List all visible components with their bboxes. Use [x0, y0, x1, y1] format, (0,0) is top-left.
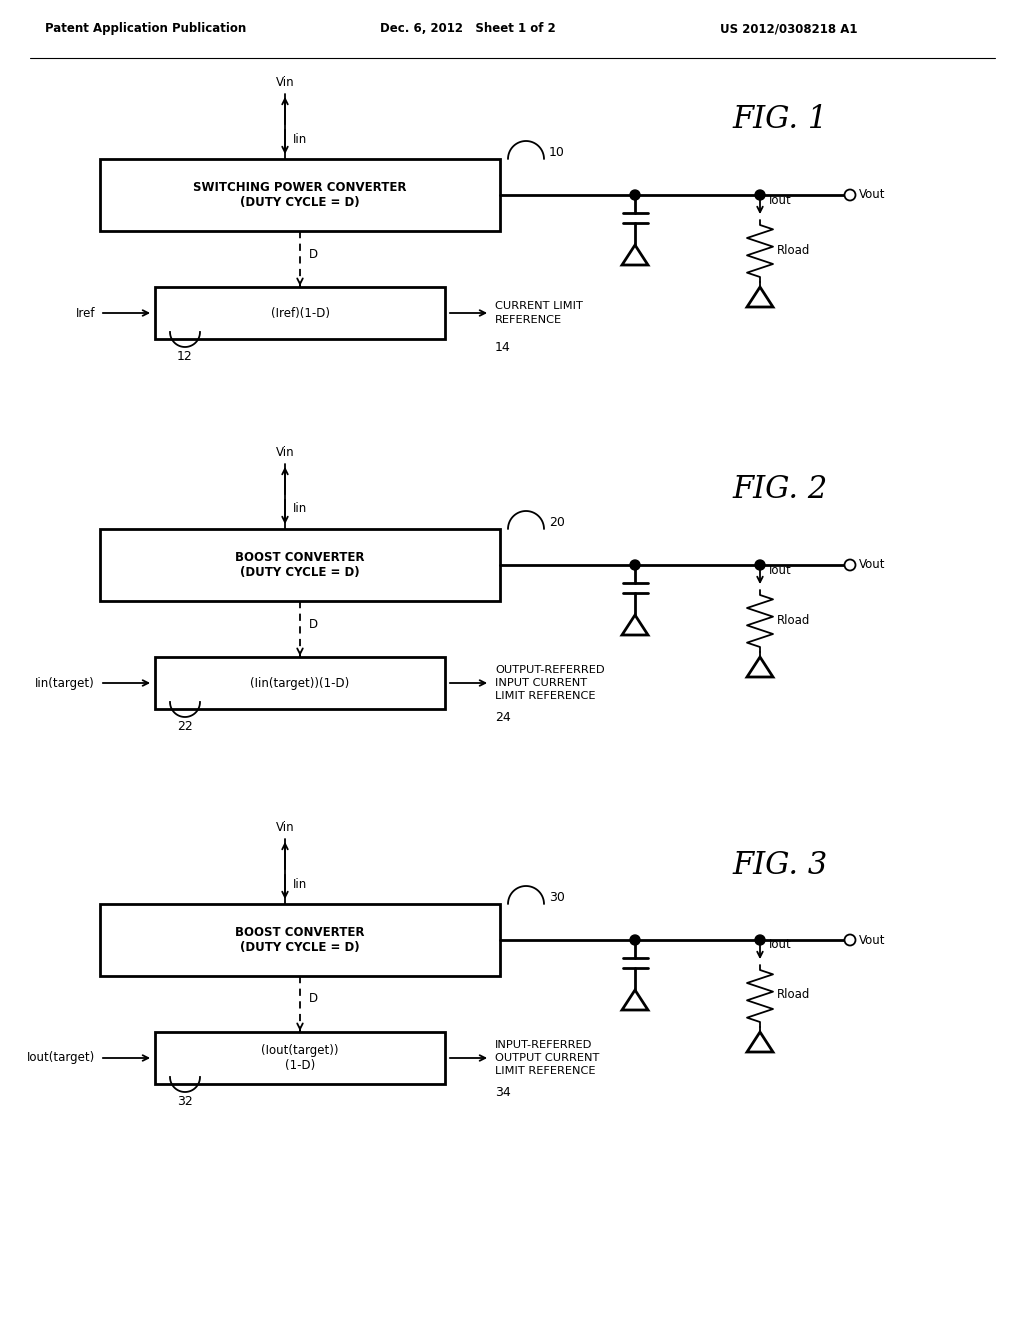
Text: D: D: [309, 618, 318, 631]
Text: Rload: Rload: [777, 989, 810, 1002]
Circle shape: [755, 935, 765, 945]
Text: INPUT-REFERRED
OUTPUT CURRENT
LIMIT REFERENCE: INPUT-REFERRED OUTPUT CURRENT LIMIT REFE…: [495, 1040, 599, 1076]
Polygon shape: [622, 615, 648, 635]
Bar: [100, 158, 500, 231]
Text: Dec. 6, 2012   Sheet 1 of 2: Dec. 6, 2012 Sheet 1 of 2: [380, 22, 556, 36]
Text: 34: 34: [495, 1086, 511, 1100]
Text: BOOST CONVERTER
(DUTY CYCLE = D): BOOST CONVERTER (DUTY CYCLE = D): [236, 550, 365, 579]
Text: (Iout(target))
(1-D): (Iout(target)) (1-D): [261, 1044, 339, 1072]
Circle shape: [755, 560, 765, 570]
Text: (Iin(target))(1-D): (Iin(target))(1-D): [251, 676, 349, 689]
Text: Vin: Vin: [275, 77, 294, 88]
Text: Vout: Vout: [859, 933, 886, 946]
Text: FIG. 1: FIG. 1: [732, 104, 827, 136]
Text: US 2012/0308218 A1: US 2012/0308218 A1: [720, 22, 857, 36]
Text: D: D: [309, 993, 318, 1006]
Polygon shape: [622, 246, 648, 265]
Text: 10: 10: [549, 147, 565, 158]
Text: Iin: Iin: [293, 132, 307, 145]
Text: 22: 22: [177, 719, 193, 733]
Text: Rload: Rload: [777, 243, 810, 256]
Text: 30: 30: [549, 891, 565, 904]
Circle shape: [630, 190, 640, 201]
Text: 14: 14: [495, 341, 511, 354]
Text: OUTPUT-REFERRED
INPUT CURRENT
LIMIT REFERENCE: OUTPUT-REFERRED INPUT CURRENT LIMIT REFE…: [495, 665, 604, 701]
Circle shape: [845, 190, 855, 201]
Text: 12: 12: [177, 350, 193, 363]
Bar: [100, 904, 500, 975]
Text: Rload: Rload: [777, 614, 810, 627]
Text: 20: 20: [549, 516, 565, 529]
Text: Iout: Iout: [769, 939, 792, 952]
Text: 24: 24: [495, 711, 511, 723]
Text: BOOST CONVERTER
(DUTY CYCLE = D): BOOST CONVERTER (DUTY CYCLE = D): [236, 927, 365, 954]
Circle shape: [845, 560, 855, 570]
Text: Vout: Vout: [859, 189, 886, 202]
Circle shape: [755, 190, 765, 201]
Text: Vin: Vin: [275, 446, 294, 459]
Text: CURRENT LIMIT
REFERENCE: CURRENT LIMIT REFERENCE: [495, 301, 583, 325]
Text: SWITCHING POWER CONVERTER
(DUTY CYCLE = D): SWITCHING POWER CONVERTER (DUTY CYCLE = …: [194, 181, 407, 209]
Circle shape: [845, 935, 855, 945]
Bar: [155, 657, 445, 709]
Text: Iin: Iin: [293, 878, 307, 891]
Text: Iin: Iin: [293, 503, 307, 516]
Polygon shape: [622, 990, 648, 1010]
Text: FIG. 3: FIG. 3: [732, 850, 827, 880]
Text: Patent Application Publication: Patent Application Publication: [45, 22, 246, 36]
Bar: [155, 286, 445, 339]
Polygon shape: [746, 657, 773, 677]
Circle shape: [630, 935, 640, 945]
Bar: [155, 1032, 445, 1084]
Text: (Iref)(1-D): (Iref)(1-D): [270, 306, 330, 319]
Text: Iout: Iout: [769, 194, 792, 206]
Polygon shape: [746, 286, 773, 308]
Polygon shape: [746, 1032, 773, 1052]
Text: Vin: Vin: [275, 821, 294, 834]
Text: Vout: Vout: [859, 558, 886, 572]
Text: Iout(target): Iout(target): [27, 1052, 95, 1064]
Text: Iin(target): Iin(target): [35, 676, 95, 689]
Circle shape: [630, 560, 640, 570]
Text: Iout: Iout: [769, 564, 792, 577]
Text: FIG. 2: FIG. 2: [732, 474, 827, 506]
Bar: [100, 529, 500, 601]
Text: 32: 32: [177, 1096, 193, 1107]
Text: D: D: [309, 248, 318, 260]
Text: Iref: Iref: [76, 306, 95, 319]
